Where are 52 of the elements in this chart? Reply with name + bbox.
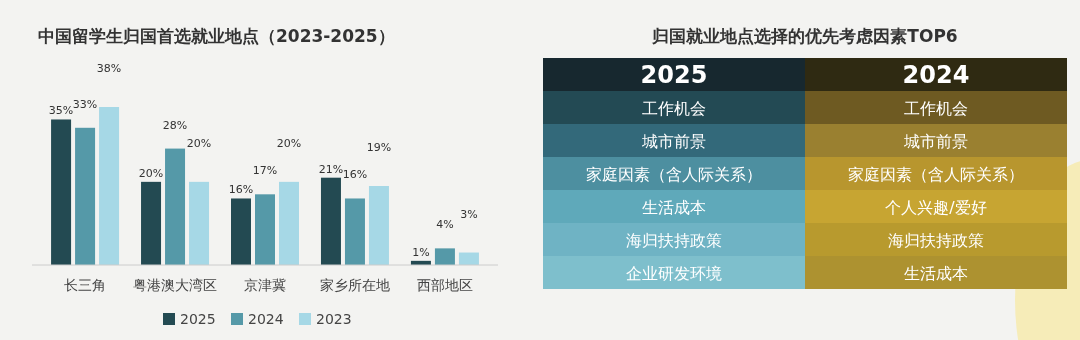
x-tick-label: 西部地区 (416, 277, 473, 293)
data-label: 3% (460, 207, 478, 221)
bar (368, 186, 389, 265)
bar (434, 248, 455, 265)
data-label: 21% (318, 162, 344, 176)
x-tick-label: 粤港澳大湾区 (133, 277, 218, 293)
bar (320, 177, 341, 265)
data-label: 4% (436, 218, 454, 232)
data-label: 38% (96, 62, 122, 75)
bar (99, 107, 120, 265)
text: 家庭因素（含人际关系） (586, 165, 762, 184)
bar (165, 148, 186, 265)
x-tick-label: 家乡所在地 (319, 277, 390, 293)
legend-label: 2023 (316, 311, 352, 327)
data-label: 28% (162, 118, 188, 132)
x-tick-label: 长三角 (64, 277, 107, 293)
text: 归国就业地点选择的优先考虑因素TOP6 (651, 26, 958, 46)
x-tick-label: 京津冀 (244, 277, 286, 293)
legend-label: 2024 (248, 311, 284, 327)
text: 个人兴趣/爱好 (885, 198, 987, 217)
text: 企业研发环境 (626, 264, 722, 283)
bar (51, 119, 72, 265)
bar (75, 127, 96, 265)
data-label: 16% (228, 183, 254, 197)
text: 海归扶持政策 (626, 231, 722, 250)
category-label: 2024 (902, 61, 970, 89)
data-label: 16% (342, 168, 368, 182)
bar (141, 181, 162, 265)
text: 海归扶持政策 (888, 231, 984, 250)
chart-title: 中国留学生归国首选就业地点（2023-2025） (38, 26, 395, 46)
text: 工作机会 (904, 99, 968, 118)
bar (255, 194, 275, 265)
bar (344, 198, 365, 265)
data-label: 33% (72, 97, 98, 111)
data-label: 17% (252, 164, 278, 178)
data-label: 35% (48, 104, 74, 118)
bar (279, 181, 299, 265)
category-label: 2025 (640, 61, 708, 89)
bar (231, 198, 251, 265)
text: 家庭因素（含人际关系） (848, 165, 1024, 184)
text: 城市前景 (642, 132, 706, 151)
data-label: 19% (366, 141, 392, 154)
data-label: 1% (412, 245, 430, 259)
text: 城市前景 (904, 132, 968, 151)
legend-label: 2025 (180, 311, 216, 327)
text: 生活成本 (904, 264, 968, 283)
data-label: 20% (138, 166, 164, 180)
text: 生活成本 (642, 198, 706, 217)
data-label: 20% (186, 136, 212, 150)
bar (189, 181, 210, 265)
data-label: 20% (276, 136, 302, 150)
text: 工作机会 (642, 99, 706, 118)
